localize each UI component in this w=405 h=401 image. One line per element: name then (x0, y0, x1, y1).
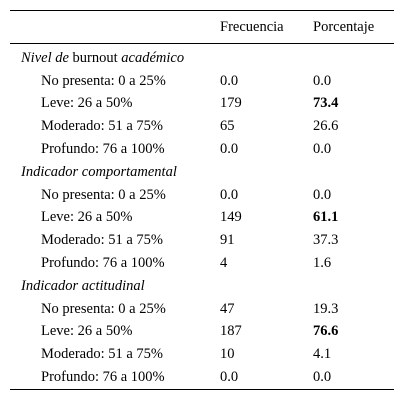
section-title: Nivel de burnout académico (10, 44, 394, 70)
cell-porcentaje: 0.0 (313, 141, 332, 158)
section-title: Indicador comportamental (21, 163, 177, 180)
cell-porcentaje-highlight: 76.6 (313, 323, 339, 340)
table-row: Moderado: 51 a 75% 65 26.6 (10, 115, 394, 138)
cell-frecuencia: 0.0 (220, 186, 239, 203)
header-frecuencia: Frecuencia (220, 10, 313, 44)
cell-porcentaje: 0.0 (313, 186, 332, 203)
cell-porcentaje: 4.1 (313, 346, 332, 363)
table-row: Leve: 26 a 50% 187 76.6 (10, 321, 394, 344)
row-label: Moderado: 51 a 75% (41, 346, 164, 363)
row-label: No presenta: 0 a 25% (41, 300, 166, 317)
cell-porcentaje: 26.6 (313, 118, 339, 135)
cell-porcentaje: 19.3 (313, 300, 339, 317)
burnout-table-container: Frecuencia Porcentaje Nivel de burnout a… (10, 10, 394, 390)
cell-frecuencia: 0.0 (220, 141, 239, 158)
cell-frecuencia: 65 (220, 118, 235, 135)
cell-frecuencia: 149 (220, 209, 242, 226)
table-row: Moderado: 51 a 75% 10 4.1 (10, 343, 394, 366)
section-title-plain: burnout (72, 49, 118, 66)
cell-frecuencia: 10 (220, 346, 235, 363)
row-label: Moderado: 51 a 75% (41, 232, 164, 249)
row-label: Leve: 26 a 50% (41, 95, 133, 112)
row-label: Leve: 26 a 50% (41, 209, 133, 226)
row-label: Profundo: 76 a 100% (10, 366, 220, 390)
cell-porcentaje: 0.0 (313, 366, 394, 390)
cell-frecuencia: 47 (220, 300, 235, 317)
cell-porcentaje-highlight: 73.4 (313, 95, 339, 112)
cell-frecuencia: 0.0 (220, 72, 239, 89)
row-label: Moderado: 51 a 75% (41, 118, 164, 135)
cell-porcentaje: 0.0 (313, 72, 332, 89)
section-title-row: Indicador actitudinal (10, 275, 394, 298)
cell-porcentaje: 37.3 (313, 232, 339, 249)
table-row: No presenta: 0 a 25% 0.0 0.0 (10, 70, 394, 93)
cell-frecuencia: 179 (220, 95, 242, 112)
cell-porcentaje-highlight: 61.1 (313, 209, 339, 226)
table-row: No presenta: 0 a 25% 47 19.3 (10, 298, 394, 321)
table-row: Profundo: 76 a 100% 4 1.6 (10, 252, 394, 275)
section-title-row: Indicador comportamental (10, 161, 394, 184)
table-row: Leve: 26 a 50% 179 73.4 (10, 93, 394, 116)
section-title-row: Nivel de burnout académico (10, 44, 394, 70)
cell-frecuencia: 4 (220, 255, 228, 272)
table-body: Nivel de burnout académico No presenta: … (10, 44, 394, 390)
header-porcentaje: Porcentaje (313, 10, 394, 44)
section-title-suffix: académico (121, 49, 185, 66)
table-row: No presenta: 0 a 25% 0.0 0.0 (10, 184, 394, 207)
cell-frecuencia: 0.0 (220, 366, 313, 390)
table-row: Profundo: 76 a 100% 0.0 0.0 (10, 138, 394, 161)
row-label: Leve: 26 a 50% (41, 323, 133, 340)
section-title-prefix: Nivel de (21, 49, 69, 66)
row-label: No presenta: 0 a 25% (41, 186, 166, 203)
table-header: Frecuencia Porcentaje (10, 10, 394, 44)
burnout-table: Frecuencia Porcentaje Nivel de burnout a… (10, 10, 394, 390)
cell-frecuencia: 91 (220, 232, 235, 249)
header-blank (10, 10, 220, 44)
cell-porcentaje: 1.6 (313, 255, 332, 272)
cell-frecuencia: 187 (220, 323, 242, 340)
row-label: Profundo: 76 a 100% (41, 255, 165, 272)
row-label: No presenta: 0 a 25% (41, 72, 166, 89)
table-row: Moderado: 51 a 75% 91 37.3 (10, 229, 394, 252)
header-row: Frecuencia Porcentaje (10, 10, 394, 44)
table-row: Leve: 26 a 50% 149 61.1 (10, 207, 394, 230)
row-label: Profundo: 76 a 100% (41, 141, 165, 158)
table-row: Profundo: 76 a 100% 0.0 0.0 (10, 366, 394, 390)
section-title: Indicador actitudinal (21, 277, 145, 294)
